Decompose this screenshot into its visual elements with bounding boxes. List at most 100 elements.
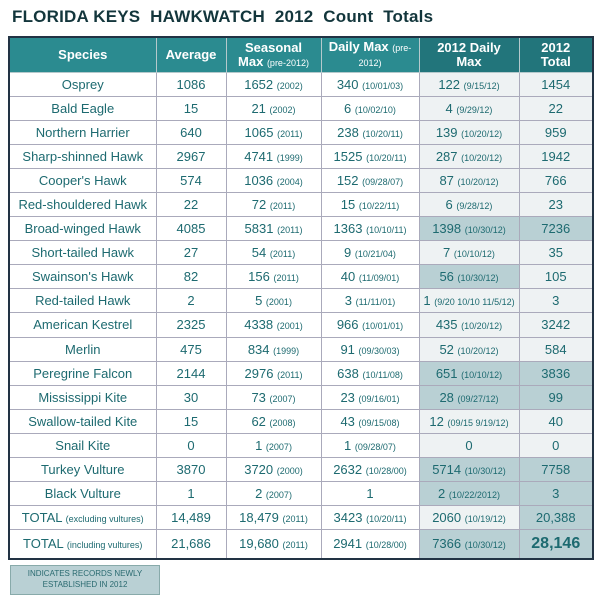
cell-text: 2967 <box>176 149 206 165</box>
cell-text: 2144 <box>176 365 206 381</box>
value-cell: 5831 (2011) <box>225 216 322 242</box>
value-cell: 7 (10/10/12) <box>418 240 520 266</box>
cell-note: (pre-2012) <box>358 43 412 68</box>
cell-text: 2012 Total <box>540 40 571 69</box>
cell-text: 43 <box>340 413 355 429</box>
value-cell: 122 (9/15/12) <box>418 71 520 98</box>
table-row: Broad-winged Hawk 4085 5831 (2011) 1363 (10… <box>8 216 594 242</box>
value-cell: 766 <box>518 168 594 194</box>
cell-note: (10/19/12) <box>464 513 506 524</box>
value-cell: 834 (1999) <box>225 336 322 362</box>
value-cell: 1454 <box>518 71 594 98</box>
value-cell: 21 (2002) <box>225 96 322 122</box>
header-cell: 2012 Daily Max <box>418 36 520 73</box>
species-cell: Sharp-shinned Hawk <box>8 144 157 170</box>
header-cell: Average <box>155 36 227 73</box>
value-cell: 2060 (10/19/12) <box>418 504 520 530</box>
cell-text: 1 <box>255 437 263 453</box>
value-cell: 966 (10/01/01) <box>320 312 420 338</box>
header-cell: 2012 Total <box>518 36 594 73</box>
cell-text: 30 <box>183 389 199 405</box>
species-cell: Broad-winged Hawk <box>8 216 157 242</box>
cell-note: (9/29/12) <box>456 105 493 116</box>
cell-text: Peregrine Falcon <box>33 365 133 381</box>
cell-text: 3242 <box>541 317 571 333</box>
cell-text: 1 <box>366 485 374 501</box>
cell-text: 139 <box>435 125 458 141</box>
cell-text: 0 <box>465 437 473 453</box>
value-cell: 4338 (2001) <box>225 312 322 338</box>
value-cell: 0 <box>155 432 227 458</box>
cell-text: 19,680 <box>239 536 279 552</box>
cell-text: 18,479 <box>239 509 279 525</box>
value-cell: 156 (2011) <box>225 264 322 290</box>
cell-text: 12 <box>429 413 444 429</box>
cell-note: (2011) <box>277 369 303 380</box>
cell-text: TOTAL <box>23 536 64 552</box>
cell-text: 1363 <box>333 221 363 237</box>
cell-text: 7366 <box>432 536 462 552</box>
value-cell: 22 <box>518 96 594 122</box>
cell-text: Northern Harrier <box>35 125 130 141</box>
cell-text: Swainson's Hawk <box>32 269 134 285</box>
cell-text: 87 <box>439 173 454 189</box>
table-row: Merlin 475 834 (1999) 91 (09/30/03) 52 (10/2… <box>8 336 594 362</box>
cell-text: Broad-winged Hawk <box>24 221 141 237</box>
value-cell: 2144 <box>155 360 227 386</box>
cell-note: (10/30/12) <box>464 465 506 476</box>
value-cell: 1652 (2002) <box>225 71 322 98</box>
table-row: Swainson's Hawk 82 156 (2011) 40 (11/09/01)… <box>8 264 594 290</box>
cell-note: (2008) <box>269 417 296 428</box>
cell-text: Merlin <box>65 341 101 357</box>
cell-note: (09/16/01) <box>358 393 400 404</box>
value-cell: 19,680 (2011) <box>225 528 322 560</box>
cell-text: 91 <box>340 341 355 357</box>
cell-note: (10/11/08) <box>362 369 403 380</box>
cell-text: 3 <box>344 293 352 309</box>
cell-text: 5714 <box>432 461 462 477</box>
value-cell: 1363 (10/10/11) <box>320 216 420 242</box>
value-cell: 1 <box>155 480 227 506</box>
cell-text: 28,146 <box>531 534 581 552</box>
cell-note: (9/20 10/10 11/5/12) <box>434 297 515 308</box>
value-cell: 0 <box>418 432 520 458</box>
cell-text: 1398 <box>432 221 462 237</box>
cell-text: 4 <box>445 101 453 117</box>
value-cell: 3836 <box>518 360 594 386</box>
value-cell: 1525 (10/20/11) <box>320 144 420 170</box>
table-row: Mississippi Kite 30 73 (2007) 23 (09/16/01)… <box>8 384 594 410</box>
cell-text: 99 <box>548 389 563 405</box>
value-cell: 584 <box>518 336 594 362</box>
cell-note: (2011) <box>269 201 296 212</box>
cell-text: 2976 <box>244 365 274 381</box>
value-cell: 3423 (10/20/11) <box>320 504 420 530</box>
value-cell: 435 (10/20/12) <box>418 312 520 338</box>
cell-text: 2 <box>255 485 263 501</box>
table-row: Red-shouldered Hawk 22 72 (2011) 15 (10/22/… <box>8 192 594 218</box>
cell-text: 5 <box>255 293 263 309</box>
cell-text: 152 <box>336 173 359 189</box>
cell-text: 3720 <box>244 461 274 477</box>
species-cell: Peregrine Falcon <box>8 360 157 386</box>
value-cell: 91 (09/30/03) <box>320 336 420 362</box>
cell-text: 584 <box>544 341 567 357</box>
cell-text: 3 <box>552 293 560 309</box>
value-cell: 35 <box>518 240 594 266</box>
table-row: Cooper's Hawk 574 1036 (2004) 152 (09/28/07… <box>8 168 594 194</box>
cell-text: 238 <box>337 125 359 141</box>
cell-text: Red-tailed Hawk <box>35 293 131 309</box>
cell-note: (09/15 9/19/12) <box>447 417 509 428</box>
value-cell: 651 (10/10/12) <box>418 360 520 386</box>
value-cell: 1 (9/20 10/10 11/5/12) <box>418 288 520 314</box>
species-cell: Short-tailed Hawk <box>8 240 157 266</box>
table-row: Bald Eagle 15 21 (2002) 6 (10/02/10) 4 (9/29… <box>8 96 594 122</box>
value-cell: 1086 <box>155 71 227 98</box>
cell-text: 1 <box>423 293 431 309</box>
cell-text: American Kestrel <box>33 317 133 333</box>
cell-text: 1036 <box>244 173 274 189</box>
value-cell: 2 (2007) <box>225 480 322 506</box>
cell-note: (10/20/12) <box>457 177 499 188</box>
value-cell: 1 (2007) <box>225 432 322 458</box>
cell-text: 2325 <box>176 317 206 333</box>
species-cell: Swallow-tailed Kite <box>8 408 157 434</box>
